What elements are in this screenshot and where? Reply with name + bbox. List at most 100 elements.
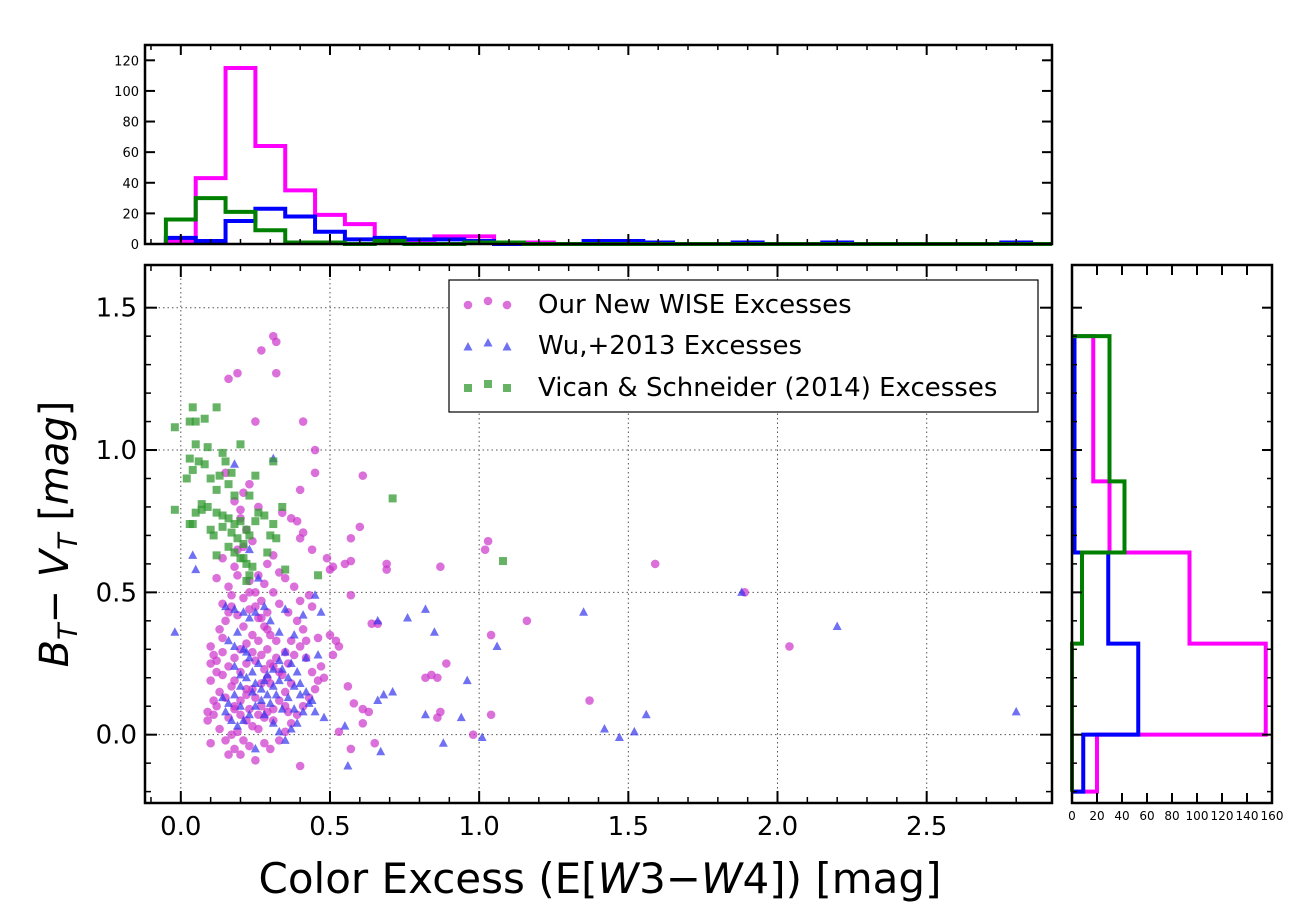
wise-point xyxy=(239,593,248,603)
right-histogram-frame xyxy=(1070,263,1274,805)
x-axis-title: Color Excess (E[W3−W4]) [mag] xyxy=(259,854,942,903)
wu2013-point xyxy=(292,718,302,727)
wu2013-point xyxy=(286,723,296,733)
legend-label-wu-2013: Wu,+2013 Excesses xyxy=(538,331,802,361)
wise-point xyxy=(245,741,254,751)
wu2013-point xyxy=(316,607,326,616)
wise-point xyxy=(233,368,242,378)
right-x-tick-label: 20 xyxy=(1089,809,1104,823)
wise-point xyxy=(227,590,236,600)
wise-point xyxy=(436,562,445,572)
vican-point xyxy=(281,565,290,574)
right-x-tick-label: 100 xyxy=(1186,809,1209,823)
wise-point xyxy=(271,368,281,378)
vican-point xyxy=(263,548,272,557)
wise-point xyxy=(242,639,251,648)
wu2013-point xyxy=(227,715,237,724)
wise-point xyxy=(310,445,320,455)
wise-point xyxy=(468,730,478,739)
wise-point xyxy=(251,602,260,611)
vican-point xyxy=(272,534,281,543)
wu2013-point xyxy=(599,723,609,733)
wu2013-point xyxy=(230,689,240,699)
x-tick-label: 1.5 xyxy=(608,812,649,842)
wise-point xyxy=(206,676,215,685)
wu2013-point xyxy=(224,635,234,645)
wu2013-point xyxy=(298,610,308,619)
wu2013-point xyxy=(832,621,842,631)
legend-label-vican-schneider: Vican & Schneider (2014) Excesses xyxy=(538,373,997,403)
wise-point xyxy=(346,744,356,754)
wise-point xyxy=(236,505,245,515)
wise-point xyxy=(319,673,329,683)
wise-point xyxy=(334,642,344,651)
wise-point xyxy=(280,687,290,697)
wise-point xyxy=(483,536,493,546)
vican-point xyxy=(239,554,248,563)
wise-point xyxy=(310,468,320,478)
wise-point xyxy=(248,630,257,640)
x-tick-label: 0.5 xyxy=(309,812,350,842)
wu2013-point xyxy=(403,612,413,622)
wu2013-point xyxy=(289,681,299,690)
wu2013-point xyxy=(1011,706,1021,716)
wise-point xyxy=(433,713,442,722)
wu2013-point xyxy=(307,695,317,705)
wise-point xyxy=(304,590,314,600)
top-histogram-series-1 xyxy=(163,206,1052,246)
wise-point xyxy=(230,562,239,572)
wu2013-point xyxy=(230,641,240,650)
wu2013-point xyxy=(188,550,198,559)
wu2013-point xyxy=(310,706,320,716)
wise-point xyxy=(239,736,248,745)
wise-point xyxy=(349,699,359,708)
wise-point xyxy=(316,662,326,671)
vican-point xyxy=(236,517,245,526)
wu2013-point xyxy=(238,715,248,724)
vican-point xyxy=(212,508,221,517)
vican-point xyxy=(206,525,215,534)
vican-point xyxy=(185,417,194,426)
wise-point xyxy=(585,696,594,705)
wu2013-point xyxy=(280,735,290,744)
wise-point xyxy=(260,738,269,748)
vican-point xyxy=(182,474,191,483)
wise-point xyxy=(257,650,266,660)
wise-point xyxy=(206,642,215,651)
wu2013-point xyxy=(244,709,254,719)
vican-point xyxy=(242,576,251,585)
wise-point xyxy=(298,701,308,711)
wu2013-point xyxy=(256,684,266,693)
wu2013-point xyxy=(221,601,231,611)
vican-point xyxy=(233,534,242,543)
wu2013-point xyxy=(310,590,320,599)
wu2013-point xyxy=(230,661,240,670)
wu2013-point xyxy=(244,612,254,622)
wu2013-point xyxy=(238,644,248,653)
vican-point xyxy=(188,403,197,412)
y-axis-title: BT− VT [mag] xyxy=(32,401,84,668)
vican-point xyxy=(230,520,239,529)
wu2013-point xyxy=(388,686,398,696)
wu2013-point xyxy=(247,667,257,676)
wise-point xyxy=(227,730,236,739)
legend-box xyxy=(448,279,1039,413)
wu2013-point xyxy=(313,649,323,659)
wu2013-point xyxy=(295,678,305,687)
wu2013-point xyxy=(298,706,308,716)
wise-point xyxy=(251,756,260,765)
wu2013-point xyxy=(250,701,260,710)
legend: Our New WISE Excesses Wu,+2013 Excesses … xyxy=(448,279,1039,413)
top-histogram-panel: 0 20 40 60 80 100 120 xyxy=(114,43,1054,253)
wise-point xyxy=(233,570,242,580)
wise-point xyxy=(212,573,221,583)
top-y-tick-label: 120 xyxy=(114,54,139,69)
wise-point xyxy=(295,533,305,543)
wu2013-point xyxy=(253,658,263,668)
wu2013-point xyxy=(238,607,248,616)
wu2013-point xyxy=(230,459,240,468)
legend-marker-wise-point xyxy=(463,300,473,310)
wise-point xyxy=(298,417,308,426)
wu2013-point xyxy=(292,667,302,676)
vican-point xyxy=(278,502,287,511)
